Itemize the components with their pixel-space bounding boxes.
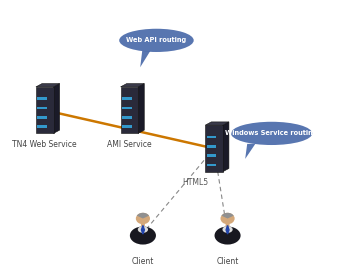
Wedge shape: [137, 213, 149, 219]
Polygon shape: [53, 84, 60, 133]
Polygon shape: [121, 84, 144, 87]
Ellipse shape: [130, 227, 156, 244]
Ellipse shape: [215, 227, 241, 244]
Polygon shape: [245, 144, 255, 159]
FancyBboxPatch shape: [205, 125, 223, 172]
Circle shape: [220, 213, 235, 224]
Ellipse shape: [225, 223, 230, 227]
Polygon shape: [36, 84, 60, 87]
FancyBboxPatch shape: [122, 125, 132, 128]
FancyBboxPatch shape: [122, 97, 132, 100]
Circle shape: [136, 213, 150, 224]
Polygon shape: [205, 122, 229, 125]
Polygon shape: [140, 51, 150, 67]
FancyBboxPatch shape: [37, 97, 47, 100]
Polygon shape: [226, 226, 229, 234]
Ellipse shape: [222, 226, 233, 233]
Text: AMI Service: AMI Service: [107, 140, 152, 149]
FancyBboxPatch shape: [121, 87, 138, 133]
FancyBboxPatch shape: [122, 116, 132, 119]
Polygon shape: [223, 122, 229, 172]
Ellipse shape: [141, 223, 145, 227]
FancyBboxPatch shape: [37, 116, 47, 119]
Text: Client: Client: [216, 257, 239, 266]
Ellipse shape: [231, 122, 312, 145]
Ellipse shape: [119, 29, 194, 52]
FancyBboxPatch shape: [37, 107, 47, 109]
Text: Client: Client: [132, 257, 154, 266]
FancyBboxPatch shape: [207, 164, 216, 166]
FancyBboxPatch shape: [207, 145, 216, 147]
FancyBboxPatch shape: [37, 125, 47, 128]
Text: HTML5: HTML5: [182, 178, 208, 187]
Ellipse shape: [138, 226, 148, 233]
Wedge shape: [221, 213, 234, 219]
FancyBboxPatch shape: [207, 154, 216, 157]
Text: TN4 Web Service: TN4 Web Service: [12, 140, 77, 149]
Polygon shape: [141, 226, 144, 234]
Text: Web API routing: Web API routing: [126, 37, 187, 43]
FancyBboxPatch shape: [122, 107, 132, 109]
Text: Windows Service routing: Windows Service routing: [225, 130, 318, 136]
FancyBboxPatch shape: [36, 87, 53, 133]
Polygon shape: [138, 84, 144, 133]
FancyBboxPatch shape: [207, 136, 216, 138]
